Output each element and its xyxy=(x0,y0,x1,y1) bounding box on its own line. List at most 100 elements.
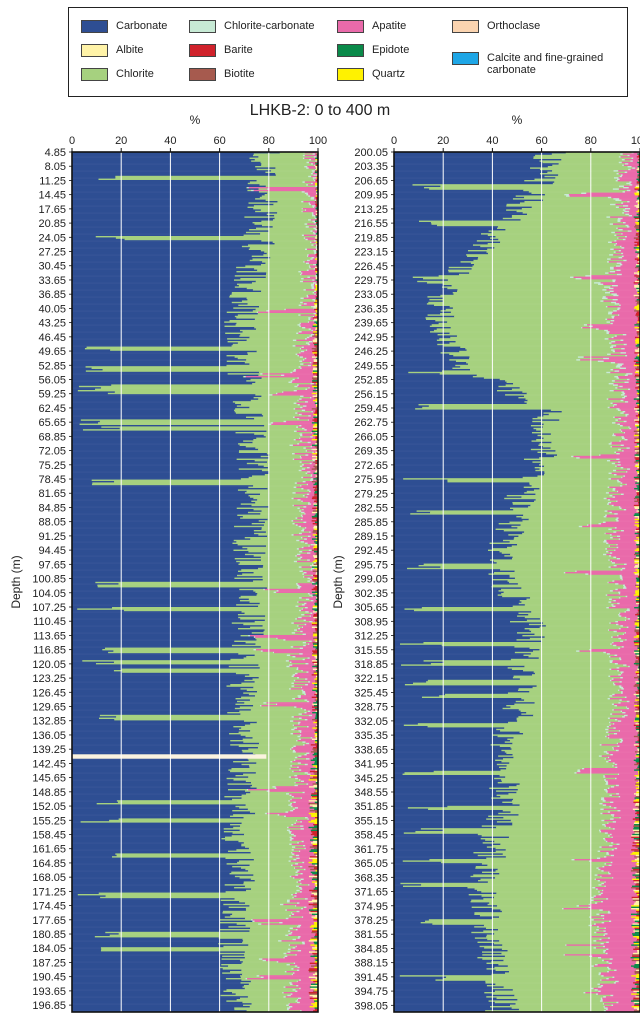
composition-segment xyxy=(114,481,303,483)
composition-segment xyxy=(315,166,319,168)
composition-segment xyxy=(245,780,302,783)
composition-segment xyxy=(72,808,249,811)
composition-segment xyxy=(298,332,314,335)
composition-segment xyxy=(312,364,319,367)
composition-segment xyxy=(315,215,319,217)
composition-segment xyxy=(274,787,277,790)
composition-segment xyxy=(290,765,293,767)
composition-segment xyxy=(72,845,242,847)
composition-segment xyxy=(72,548,248,550)
legend-item: Calcite and fine-grained carbonate xyxy=(452,52,622,76)
composition-segment xyxy=(247,548,298,550)
composition-segment xyxy=(305,709,313,711)
composition-segment xyxy=(72,402,236,405)
composition-segment xyxy=(297,399,299,402)
composition-segment xyxy=(311,287,315,290)
composition-segment xyxy=(311,503,314,506)
composition-segment xyxy=(312,384,319,387)
composition-segment xyxy=(72,157,250,160)
composition-segment xyxy=(72,534,259,536)
composition-segment xyxy=(245,265,310,268)
composition-segment xyxy=(307,818,310,821)
composition-segment xyxy=(246,756,296,759)
composition-segment xyxy=(72,202,249,205)
composition-segment xyxy=(303,840,314,843)
composition-segment xyxy=(284,815,287,818)
composition-segment xyxy=(310,266,316,269)
composition-segment xyxy=(294,808,315,811)
composition-segment xyxy=(302,573,305,576)
composition-segment xyxy=(302,608,313,611)
composition-segment xyxy=(312,427,319,430)
composition-segment xyxy=(302,707,316,710)
composition-segment xyxy=(300,395,304,398)
composition-segment xyxy=(310,285,315,287)
composition-segment xyxy=(313,425,319,427)
composition-segment xyxy=(72,408,236,410)
composition-segment xyxy=(261,290,315,293)
composition-segment xyxy=(274,217,316,220)
composition-segment xyxy=(249,766,298,769)
composition-segment xyxy=(265,436,311,438)
composition-segment xyxy=(72,712,228,714)
composition-segment xyxy=(312,507,319,510)
composition-segment xyxy=(231,292,313,294)
composition-segment xyxy=(310,471,316,473)
composition-segment xyxy=(304,350,313,353)
composition-segment xyxy=(301,457,317,459)
composition-segment xyxy=(290,838,294,840)
composition-segment xyxy=(72,399,252,402)
composition-segment xyxy=(297,871,312,874)
composition-segment xyxy=(303,576,305,578)
composition-segment xyxy=(72,335,240,338)
composition-segment xyxy=(302,481,306,483)
composition-segment xyxy=(293,682,313,685)
composition-segment xyxy=(288,804,292,807)
composition-segment xyxy=(72,632,253,634)
composition-segment xyxy=(72,455,262,458)
composition-segment xyxy=(313,416,319,419)
composition-segment xyxy=(294,523,313,525)
composition-segment xyxy=(315,195,319,198)
composition-segment xyxy=(300,272,303,275)
composition-segment xyxy=(72,710,240,713)
composition-segment xyxy=(300,514,303,517)
composition-segment xyxy=(72,385,80,388)
composition-segment xyxy=(307,184,316,186)
composition-segment xyxy=(297,418,300,420)
composition-segment xyxy=(297,558,302,560)
composition-segment xyxy=(315,713,319,716)
composition-segment xyxy=(72,653,239,655)
composition-segment xyxy=(316,177,319,179)
y-tick-label: 129.65 xyxy=(32,702,66,714)
composition-segment xyxy=(263,254,308,256)
composition-segment xyxy=(72,178,99,181)
composition-segment xyxy=(302,280,318,283)
composition-segment xyxy=(72,447,256,450)
composition-segment xyxy=(236,458,294,461)
composition-segment xyxy=(315,562,319,564)
composition-segment xyxy=(72,231,247,234)
composition-segment xyxy=(306,538,313,541)
composition-segment xyxy=(315,268,319,270)
composition-segment xyxy=(72,752,254,755)
composition-segment xyxy=(279,152,304,154)
composition-segment xyxy=(266,702,314,704)
composition-segment xyxy=(313,587,319,590)
composition-segment xyxy=(307,684,315,686)
composition-segment xyxy=(72,665,230,668)
composition-segment xyxy=(263,465,301,468)
composition-segment xyxy=(231,644,304,647)
y-tick-label: 43.25 xyxy=(38,318,66,330)
composition-segment xyxy=(72,530,255,532)
composition-segment xyxy=(246,187,248,189)
composition-segment xyxy=(298,399,314,402)
composition-segment xyxy=(308,483,314,486)
composition-segment xyxy=(315,710,319,713)
composition-segment xyxy=(312,455,319,458)
y-tick-label: 139.25 xyxy=(32,744,66,756)
composition-segment xyxy=(307,678,315,681)
composition-segment xyxy=(312,496,319,499)
composition-segment xyxy=(308,681,311,683)
composition-segment xyxy=(72,413,263,416)
